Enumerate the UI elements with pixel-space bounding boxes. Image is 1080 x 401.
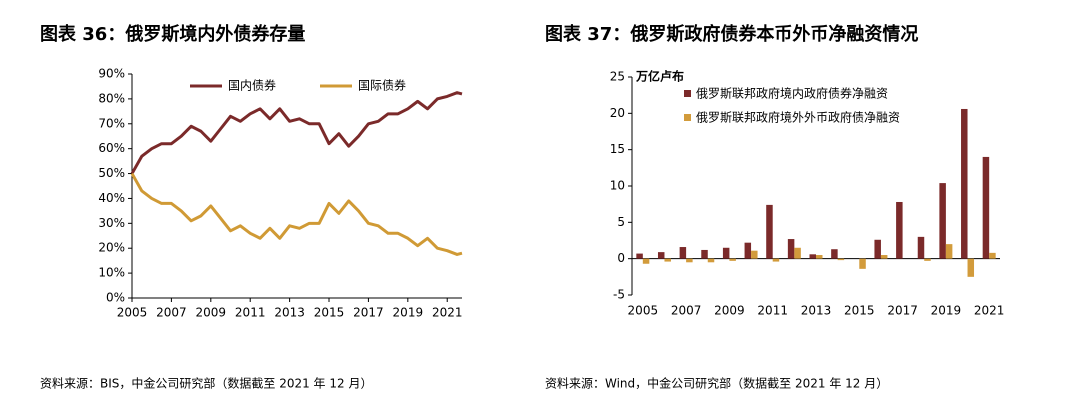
bar — [657, 252, 665, 259]
legend-label: 俄罗斯联邦政府境内政府债券净融资 — [696, 86, 888, 101]
bar — [859, 258, 866, 269]
bar — [794, 247, 801, 259]
data-line — [130, 172, 463, 256]
y-tick-label: 50% — [98, 166, 125, 180]
bar — [874, 239, 881, 259]
y-tick-label: 30% — [98, 216, 125, 230]
x-tick-label: 2017 — [353, 306, 384, 320]
legend-label: 国际债券 — [358, 78, 406, 93]
y-tick-label: 0 — [617, 251, 625, 265]
bar — [982, 156, 990, 259]
y-tick-label: -5 — [613, 288, 625, 302]
bar — [917, 236, 925, 259]
bar — [679, 247, 687, 259]
bar — [809, 254, 816, 259]
x-tick-label: 2005 — [628, 304, 659, 318]
bar — [686, 258, 693, 263]
chart-title: 图表 36：俄罗斯境内外债券存量 — [40, 23, 305, 45]
y-tick-label: 20 — [610, 106, 625, 120]
bar — [744, 242, 752, 259]
y-tick-label: 20% — [98, 241, 125, 255]
x-tick-label: 2007 — [671, 304, 702, 318]
x-tick-label: 2021 — [432, 306, 463, 320]
x-tick-label: 2015 — [844, 304, 875, 318]
bar — [701, 249, 708, 259]
x-tick-label: 2015 — [314, 306, 345, 320]
y-tick-label: 80% — [98, 91, 125, 105]
y-tick-label: 70% — [98, 116, 125, 130]
y-tick-label: 10% — [98, 266, 125, 280]
data-line — [130, 91, 463, 175]
x-tick-label: 2017 — [887, 304, 918, 318]
bar — [787, 239, 795, 259]
chart-title: 图表 37：俄罗斯政府债券本币外币净融资情况 — [545, 23, 918, 45]
source-note: 资料来源：BIS，中金公司研究部（数据截至 2021 年 12 月） — [40, 376, 372, 391]
x-tick-label: 2011 — [757, 304, 788, 318]
bar — [896, 201, 903, 259]
bar — [989, 252, 996, 259]
legend-swatch — [684, 114, 691, 121]
legend-label: 俄罗斯联邦政府境外外币政府债净融资 — [696, 110, 900, 125]
bar — [729, 258, 736, 261]
bar — [766, 204, 773, 259]
x-tick-label: 2011 — [235, 306, 266, 320]
legend-label: 国内债券 — [228, 78, 276, 93]
y-tick-label: 5 — [617, 215, 625, 229]
bar — [772, 258, 780, 262]
legend-swatch — [684, 90, 691, 97]
bar — [707, 258, 715, 263]
bar — [961, 108, 968, 259]
bar — [945, 244, 953, 259]
y-tick-label: 25 — [610, 70, 625, 84]
bar — [722, 247, 730, 259]
x-tick-label: 2005 — [117, 306, 148, 320]
y-tick-label: 0% — [106, 291, 125, 305]
x-tick-label: 2009 — [714, 304, 745, 318]
bar — [967, 258, 975, 277]
x-tick-label: 2013 — [801, 304, 832, 318]
bar — [816, 255, 823, 259]
x-tick-label: 2019 — [931, 304, 962, 318]
bar — [837, 258, 845, 261]
x-tick-label: 2021 — [974, 304, 1005, 318]
x-tick-label: 2019 — [393, 306, 424, 320]
bar — [751, 250, 758, 259]
bar — [880, 255, 888, 259]
y-tick-label: 10 — [610, 179, 625, 193]
x-tick-label: 2007 — [156, 306, 187, 320]
bar — [642, 258, 650, 264]
bar — [924, 258, 931, 261]
source-note: 资料来源：Wind，中金公司研究部（数据截至 2021 年 12 月） — [545, 376, 888, 391]
y-axis-label: 万亿卢布 — [635, 69, 684, 84]
y-tick-label: 60% — [98, 141, 125, 155]
y-tick-label: 40% — [98, 191, 125, 205]
x-tick-label: 2013 — [274, 306, 305, 320]
bar — [831, 249, 838, 259]
y-tick-label: 90% — [98, 67, 125, 81]
bar — [939, 183, 946, 259]
x-tick-label: 2009 — [196, 306, 227, 320]
bar — [664, 258, 671, 262]
bar — [636, 253, 643, 259]
y-tick-label: 15 — [610, 142, 625, 156]
